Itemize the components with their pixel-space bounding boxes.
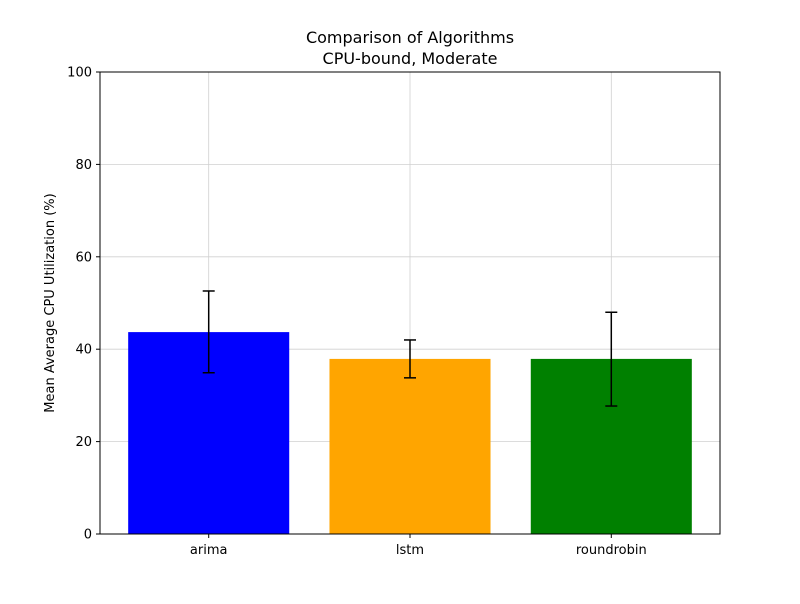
y-tick-label: 40 — [75, 343, 92, 358]
bar-lstm — [329, 358, 491, 534]
y-tick-label: 80 — [75, 158, 92, 173]
y-axis-label: Mean Average CPU Utilization (%) — [43, 193, 58, 412]
y-tick-label: 100 — [67, 66, 92, 81]
y-tick-label: 60 — [75, 250, 92, 265]
x-tick-label-lstm: lstm — [396, 543, 424, 558]
x-axis-ticks: arima lstm roundrobin — [190, 534, 647, 558]
y-tick-label: 20 — [75, 435, 92, 450]
y-axis-ticks: 0 20 40 60 80 100 — [67, 66, 100, 543]
x-tick-label-roundrobin: roundrobin — [576, 543, 647, 558]
y-tick-label: 0 — [84, 528, 92, 543]
chart-title: Comparison of Algorithms — [306, 28, 514, 47]
chart-subtitle: CPU-bound, Moderate — [323, 49, 498, 68]
error-bars-group — [202, 290, 618, 407]
x-tick-label-arima: arima — [190, 543, 228, 558]
